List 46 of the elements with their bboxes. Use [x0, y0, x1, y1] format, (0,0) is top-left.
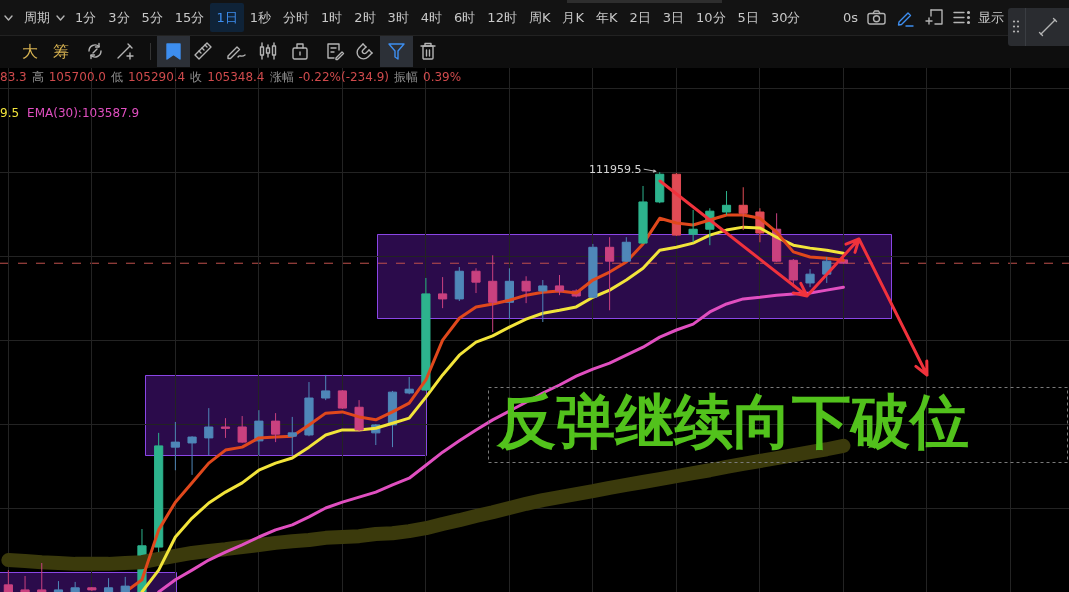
candlestick [187, 435, 197, 476]
annotation: 111959.5 [589, 163, 642, 176]
candlestick [638, 185, 648, 245]
candlestick [471, 267, 481, 294]
candlestick [554, 274, 565, 296]
candlestick [454, 266, 464, 302]
candlestick [655, 171, 665, 204]
candlestick [588, 243, 598, 299]
candlestick [337, 389, 347, 410]
candlestick [287, 416, 297, 456]
annotation: 反弹继续向下破位 [497, 387, 969, 456]
candlestick [20, 575, 30, 592]
candlestick [37, 562, 47, 592]
candlestick [204, 407, 214, 456]
text: 大 筹 [22, 42, 69, 61]
candlestick [170, 421, 180, 471]
candlestick [70, 581, 80, 592]
text: 83.3 高 105700.0 低 105290.4 收 105348.4 涨幅 -0.22%(-234.9) 振幅 0.39% [0, 70, 462, 84]
candlestick [538, 279, 548, 323]
candlestick [3, 569, 13, 592]
candlestick [688, 209, 698, 243]
candlestick [621, 236, 631, 263]
text: 周期 1分 3分 5分 15分 1日 1秒 分时 1时 2时 3时 4时 6时 12时 周K 月K 年K 2日 3日 10分 5日 30分 [24, 10, 801, 25]
text: 9.5 [0, 106, 20, 121]
candlestick [438, 276, 448, 309]
candlestick [154, 432, 164, 553]
candlestick [321, 374, 331, 401]
candlestick [721, 190, 732, 216]
candlestick [304, 381, 314, 437]
candlestick [87, 587, 97, 592]
candlestick [738, 186, 748, 231]
candlestick [605, 236, 615, 311]
candlestick [270, 412, 281, 443]
candlestick [805, 268, 815, 288]
text: 0s [843, 9, 859, 27]
candlestick [237, 415, 247, 444]
text: 显示 [978, 9, 1004, 27]
text: EMA(30):103587.9 [27, 106, 140, 121]
candlestick [220, 417, 231, 439]
candlestick [120, 576, 130, 592]
candlestick [421, 277, 431, 392]
candlestick [488, 254, 498, 333]
candlestick [103, 577, 114, 592]
candlestick [521, 275, 531, 304]
candlestick [53, 580, 64, 592]
candlestick [404, 376, 414, 395]
